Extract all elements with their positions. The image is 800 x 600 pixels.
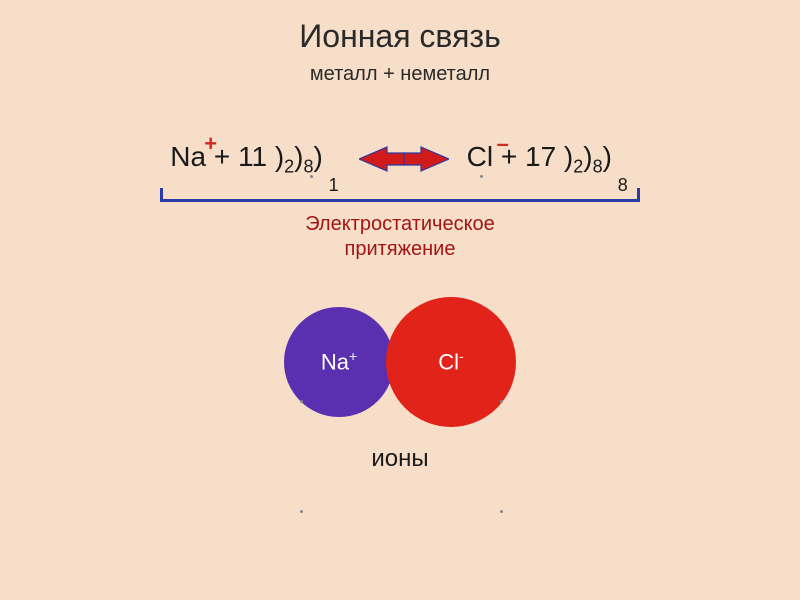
- decor-dot: [300, 400, 303, 403]
- arrow-left-poly: [359, 147, 404, 171]
- ions-caption: ионы: [0, 445, 800, 473]
- cl-protons: + 17: [501, 141, 556, 172]
- cl-symbol: Cl: [467, 141, 493, 172]
- ions-area: Na+ Cl-: [0, 297, 800, 427]
- na-protons: + 11: [214, 141, 267, 172]
- paren-c2: ): [583, 141, 592, 172]
- na-symbol: Na: [170, 141, 206, 172]
- na-formula: Na + + 11 )2)8) 1: [170, 141, 340, 178]
- arrow-right-poly: [404, 147, 449, 171]
- formula-row: Na + + 11 )2)8) 1 Cl – + 17 )2)8) 8: [0, 141, 800, 178]
- decor-dot: [480, 175, 483, 178]
- paren-open-3: ): [314, 141, 323, 172]
- bracket: [160, 182, 640, 202]
- cl-shell1: 2: [573, 157, 583, 177]
- decor-dot: [310, 175, 313, 178]
- cl-shell2: 8: [593, 157, 603, 177]
- decor-dot: [500, 400, 503, 403]
- bracket-tick-right: [637, 188, 640, 202]
- attraction-line2: притяжение: [345, 238, 456, 260]
- cl-charge: –: [497, 131, 509, 157]
- decor-dot: [500, 510, 503, 513]
- ion-cl-circle: Cl-: [386, 297, 516, 427]
- ion-na-label: Na+: [321, 348, 357, 375]
- ion-cl-label: Cl-: [438, 348, 463, 375]
- na-shell1: 2: [284, 157, 294, 177]
- page-title: Ионная связь: [0, 0, 800, 55]
- subtitle: металл + неметалл: [0, 63, 800, 86]
- attraction-line1: Электростатическое: [305, 213, 495, 235]
- decor-dot: [300, 510, 303, 513]
- paren-c1: ): [564, 141, 573, 172]
- attraction-label: Электростатическое притяжение: [0, 212, 800, 262]
- na-charge: +: [204, 131, 217, 157]
- cl-formula: Cl – + 17 )2)8) 8: [467, 141, 630, 178]
- paren-open-1: ): [275, 141, 284, 172]
- double-arrow-icon: [359, 145, 449, 173]
- paren-c3: ): [603, 141, 612, 172]
- bracket-line: [160, 199, 640, 202]
- na-shell2: 8: [303, 157, 313, 177]
